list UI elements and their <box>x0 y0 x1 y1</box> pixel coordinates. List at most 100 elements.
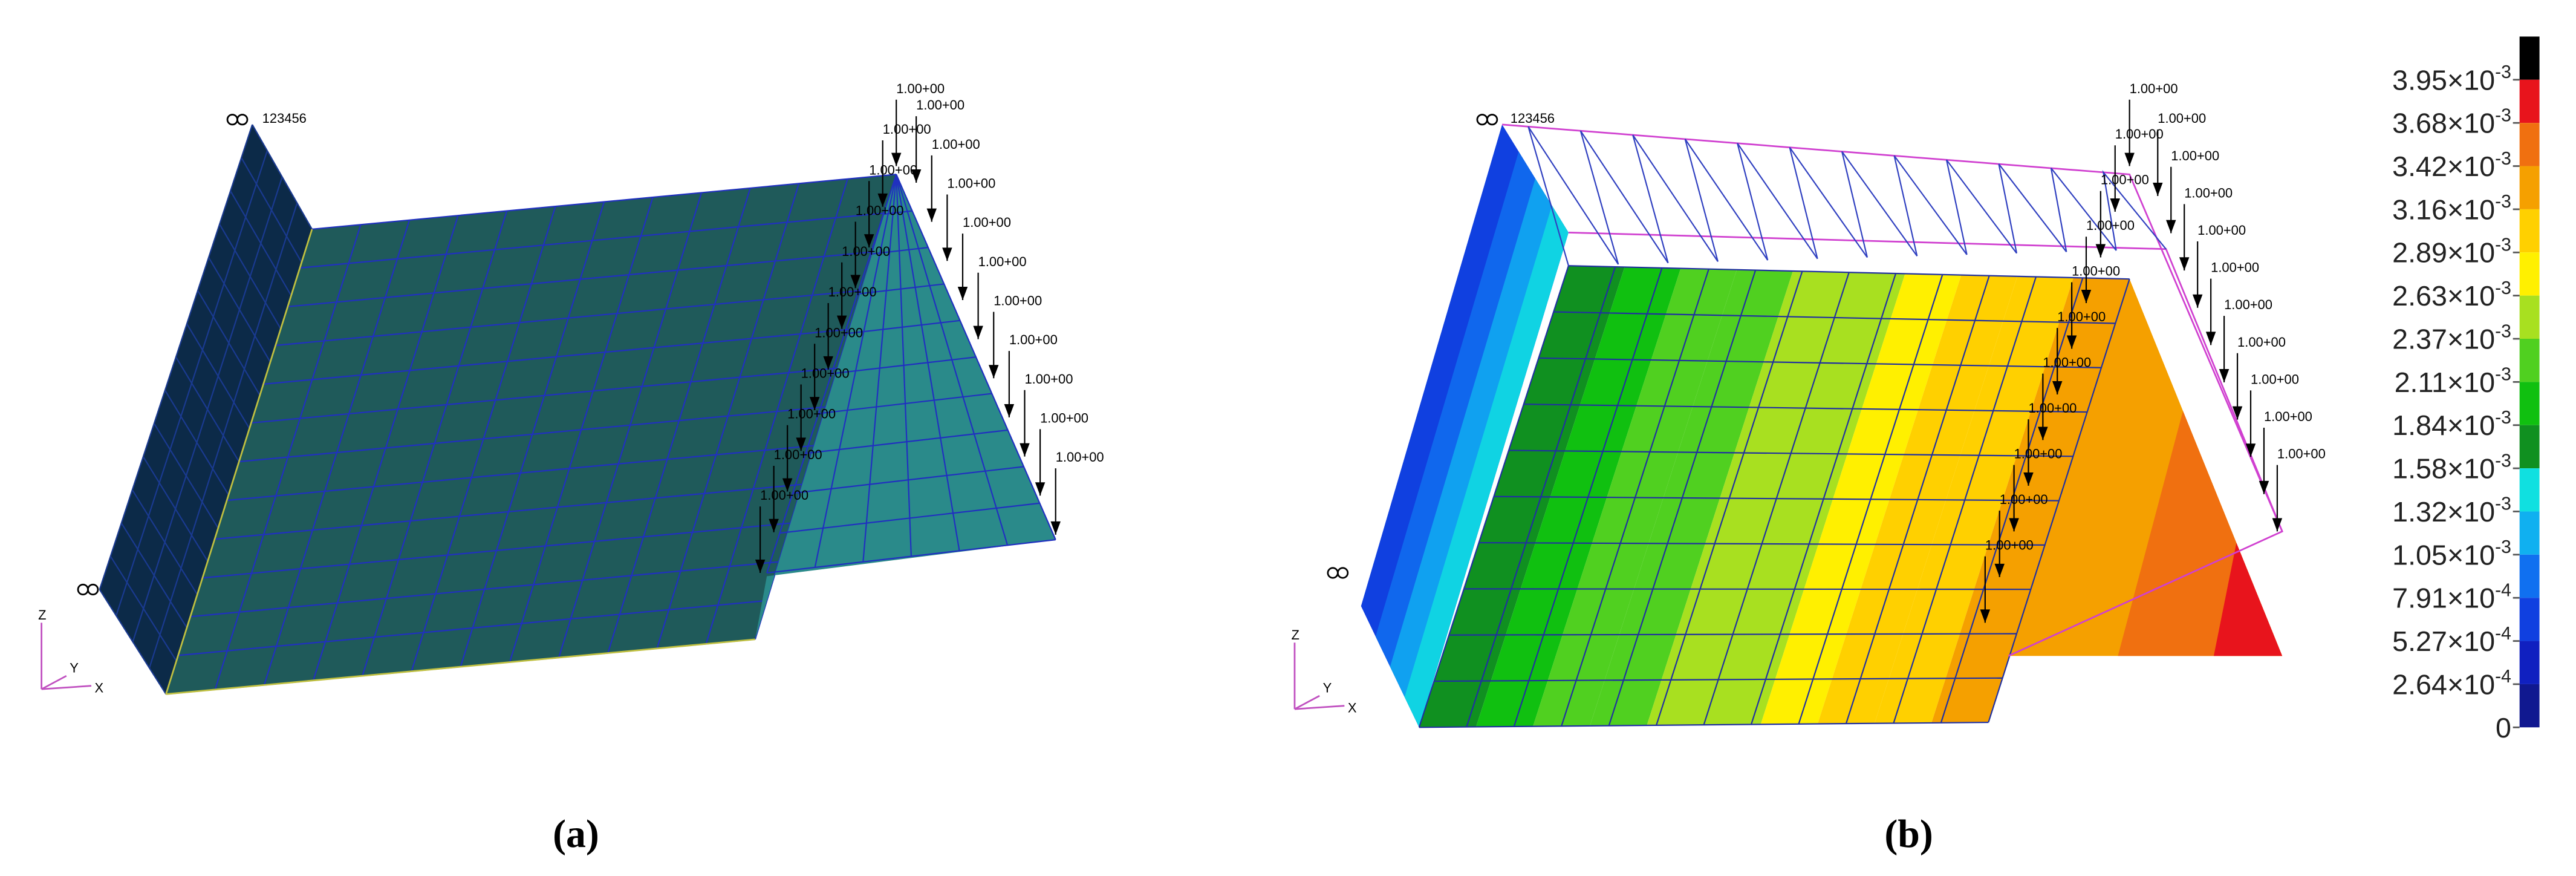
load-label: 1.00+00 <box>2115 126 2164 142</box>
colorbar-segment <box>2519 468 2540 512</box>
label-base: 2.89×10 <box>2392 237 2495 269</box>
mesh-line <box>1553 311 2116 324</box>
colorbar-segment <box>2519 684 2540 728</box>
mesh-line <box>818 393 992 414</box>
colorbar-segment <box>2519 252 2540 296</box>
label-base: 1.84×10 <box>2392 410 2495 441</box>
mesh-line <box>230 191 292 296</box>
mesh-line <box>178 600 767 656</box>
mesh-line <box>239 406 826 463</box>
colorbar-label: 1.05×10-3 <box>2392 537 2511 570</box>
arrow-head <box>809 397 820 411</box>
support <box>226 114 238 126</box>
arrow-head <box>2110 198 2120 212</box>
arrow-head <box>769 518 779 532</box>
load-label: 1.00+00 <box>1056 449 1104 465</box>
label-base: 2.63×10 <box>2392 280 2495 312</box>
arrow-head <box>1050 521 1061 535</box>
axis-label: Y <box>1323 681 1332 696</box>
mesh-line <box>766 174 897 574</box>
panel-label: (b) <box>1884 812 1933 856</box>
load-label: 1.00+00 <box>2251 371 2299 387</box>
arrow-head <box>2219 369 2230 382</box>
arrow-head <box>973 325 983 339</box>
label-exponent: -3 <box>2495 62 2511 82</box>
arrow-head <box>2052 381 2063 394</box>
load-label: 1.00+00 <box>828 284 877 299</box>
arrow-head <box>911 169 922 183</box>
load-label: 1.00+00 <box>916 97 964 113</box>
wire <box>2050 168 2117 252</box>
mesh-line <box>1419 721 1989 728</box>
arrow-head <box>782 478 793 492</box>
wire <box>2102 169 2167 251</box>
colorbar-label: 2.11×10-3 <box>2395 365 2511 398</box>
edge <box>165 229 313 695</box>
mesh-line <box>153 423 219 529</box>
colorbar-segment <box>2519 641 2540 684</box>
wire <box>1893 155 1968 257</box>
colorbar-label: 1.32×10-3 <box>2392 494 2511 528</box>
colorbar-segment <box>2519 554 2540 598</box>
label-exponent: -4 <box>2495 580 2511 600</box>
axis <box>1294 695 1320 710</box>
node-label: 123456 <box>1511 111 1555 126</box>
colorbar-label: 2.63×10-3 <box>2392 278 2511 312</box>
label-exponent: -3 <box>2495 149 2511 169</box>
mesh-line <box>275 290 861 347</box>
mesh-line <box>186 323 250 429</box>
arrow-head <box>2153 182 2163 196</box>
arrow-head <box>2095 244 2106 258</box>
axis-label: X <box>1348 701 1357 716</box>
axis <box>41 685 92 690</box>
mesh-line <box>219 224 282 330</box>
colorbar-segment <box>2519 209 2540 253</box>
mesh-line <box>1523 404 2087 413</box>
mesh-line <box>142 456 209 562</box>
label-exponent: -3 <box>2495 278 2511 298</box>
arrow-head <box>1004 404 1015 417</box>
mesh-line <box>831 356 977 374</box>
colorbar-segment <box>2519 338 2540 382</box>
mesh-line <box>190 561 779 618</box>
label-base: 2.11×10 <box>2395 367 2496 398</box>
colorbar-segment <box>2519 511 2540 555</box>
colorbar-segment <box>2519 295 2540 339</box>
label-base: 0 <box>2496 712 2511 744</box>
mesh-line <box>208 257 271 362</box>
support <box>236 114 249 126</box>
support <box>1476 114 1488 126</box>
edge <box>166 638 756 695</box>
mesh-line <box>1434 677 2003 682</box>
label-base: 3.16×10 <box>2392 194 2495 225</box>
colorbar-segment <box>2519 36 2540 80</box>
mesh-line <box>251 367 838 424</box>
mesh-line <box>197 290 261 396</box>
arrow-head <box>2124 152 2135 166</box>
load-label: 1.00+00 <box>2057 309 2106 324</box>
load-label: 1.00+00 <box>1024 371 1073 387</box>
mesh-line <box>252 124 313 230</box>
load-label: 1.00+00 <box>963 215 1011 230</box>
mesh-line <box>1568 265 2130 280</box>
colorbar-label: 3.16×10-3 <box>2392 192 2511 225</box>
load-label: 1.00+00 <box>869 162 917 177</box>
arrow-head <box>823 356 833 370</box>
load-label: 1.00+00 <box>2014 446 2063 462</box>
load-label: 1.00+00 <box>815 325 863 340</box>
mesh-line <box>263 328 850 385</box>
load-label: 1.00+00 <box>994 293 1042 308</box>
arrow-head <box>2205 332 2216 345</box>
mesh-line <box>883 210 912 215</box>
wire <box>1527 126 1619 266</box>
mesh-line <box>779 502 1040 534</box>
mesh-line <box>131 489 198 595</box>
colorbar-label: 2.64×10-4 <box>2392 667 2511 700</box>
arrow-head <box>1994 563 2005 577</box>
mesh-line <box>175 356 240 462</box>
wall <box>99 124 313 695</box>
mesh-line <box>99 589 167 695</box>
arrow-head <box>989 365 999 379</box>
label-base: 1.32×10 <box>2392 496 2495 528</box>
load-label: 1.00+00 <box>1985 538 2034 553</box>
